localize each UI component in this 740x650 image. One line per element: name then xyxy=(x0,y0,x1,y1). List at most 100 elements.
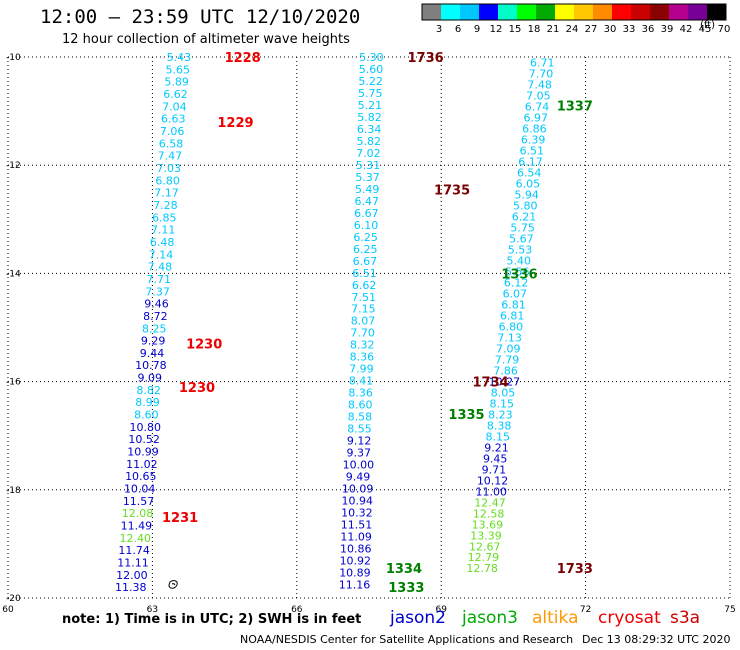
wave-height-value: 6.62 xyxy=(352,279,377,292)
wave-height-value: 8.41 xyxy=(349,375,374,388)
colorbar-swatch xyxy=(555,4,574,20)
wave-height-value: 7.79 xyxy=(495,353,520,366)
wave-height-value: 8.60 xyxy=(348,399,373,412)
pass-time-label: 1230 xyxy=(179,381,215,396)
wave-height-value: 11.09 xyxy=(340,531,372,544)
wave-height-value: 11.74 xyxy=(118,544,150,557)
colorbar-label: 15 xyxy=(509,24,522,35)
colorbar-unit: (ft) xyxy=(700,20,716,31)
wave-height-value: 5.94 xyxy=(514,188,539,201)
colorbar-swatch xyxy=(441,4,460,20)
wave-height-value: 11.38 xyxy=(115,581,147,594)
wave-height-value: 8.07 xyxy=(351,315,376,328)
colorbar-swatch xyxy=(422,4,441,20)
wave-height-value: 6.81 xyxy=(500,309,525,322)
wave-height-value: 10.32 xyxy=(341,507,373,520)
wave-height-value: 5.67 xyxy=(509,232,534,245)
wave-height-value: 9.29 xyxy=(141,335,166,348)
wave-height-value: 6.81 xyxy=(501,298,526,311)
wave-height-value: 5.49 xyxy=(355,183,380,196)
wave-height-value: 10.92 xyxy=(340,554,372,567)
wave-height-value: 7.15 xyxy=(351,303,376,316)
pass-time-label: 1230 xyxy=(186,338,222,353)
colorbar-swatch xyxy=(536,4,555,20)
colorbar-swatch xyxy=(631,4,650,20)
wave-height-value: 11.00 xyxy=(476,485,508,498)
wave-height-value: 6.51 xyxy=(352,267,377,280)
colorbar-swatch xyxy=(460,4,479,20)
x-tick-label: 69 xyxy=(435,605,447,615)
wave-height-value: 8.23 xyxy=(488,408,513,421)
wave-height-value: 7.13 xyxy=(497,331,522,344)
wave-height-value: 5.65 xyxy=(166,63,191,76)
wave-height-value: 6.47 xyxy=(355,195,380,208)
wave-height-value: 5.82 xyxy=(356,135,381,148)
wave-height-value: 7.37 xyxy=(145,285,170,298)
wave-height-value: 7.04 xyxy=(162,100,187,113)
wave-height-value: 8.05 xyxy=(491,386,516,399)
wave-height-value: 7.70 xyxy=(529,67,554,80)
x-tick-label: 72 xyxy=(580,605,591,615)
wave-height-value: 6.25 xyxy=(353,231,378,244)
chart-note: note: 1) Time is in UTC; 2) SWH is in fe… xyxy=(62,612,362,627)
wave-height-value: 6.54 xyxy=(517,166,542,179)
wave-height-value: 12.08 xyxy=(122,507,154,520)
colorbar-swatch xyxy=(517,4,536,20)
y-tick-label: -10 xyxy=(6,53,21,63)
wave-height-value: 5.22 xyxy=(358,75,383,88)
wave-height-value: 11.49 xyxy=(121,520,153,533)
wave-height-value: 7.14 xyxy=(149,248,174,261)
pass-time-label: 1733 xyxy=(557,562,593,577)
wave-height-value: 6.97 xyxy=(523,111,548,124)
wave-height-value: 6.58 xyxy=(159,137,184,150)
land-island-icon xyxy=(168,580,178,589)
grid xyxy=(7,56,731,599)
wave-height-value: 9.45 xyxy=(483,452,508,465)
wave-height-value: 7.06 xyxy=(160,125,185,138)
wave-height-value: 6.05 xyxy=(516,177,541,190)
pass-time-label: 1335 xyxy=(448,408,484,423)
wave-height-value: 7.48 xyxy=(148,261,173,274)
pass-time-label: 1734 xyxy=(472,376,508,391)
wave-height-value: 8.82 xyxy=(136,384,161,397)
wave-height-value: 6.80 xyxy=(155,174,180,187)
colorbar-label: 12 xyxy=(490,24,503,35)
wave-height-value: 6.74 xyxy=(525,100,550,113)
wave-height-value: 11.16 xyxy=(339,578,371,591)
data-marks: 5.435.655.896.627.046.637.066.587.477.03… xyxy=(115,51,555,594)
wave-height-value: 9.49 xyxy=(346,471,371,484)
colorbar-label: 9 xyxy=(474,24,480,35)
y-tick-label: -16 xyxy=(6,378,21,388)
wave-height-value: 8.72 xyxy=(143,310,168,323)
wave-height-value: 6.51 xyxy=(520,144,545,157)
colorbar-label: 24 xyxy=(566,24,579,35)
wave-height-value: 7.47 xyxy=(158,150,183,163)
wave-height-value: 12.40 xyxy=(119,532,151,545)
wave-height-value: 12.00 xyxy=(116,569,148,582)
colorbar-swatch xyxy=(574,4,593,20)
wave-height-value: 7.51 xyxy=(351,291,376,304)
colorbar-label: 39 xyxy=(661,24,674,35)
colorbar: 3 6 9 12 15 18 21 24 27 30 33 36 39 42 45 70 xyxy=(421,3,730,35)
wave-height-value: 11.02 xyxy=(126,458,158,471)
wave-height-value: 8.58 xyxy=(348,411,373,424)
wave-height-value: 5.56 xyxy=(505,265,530,278)
legend-altika: altika xyxy=(532,608,579,628)
colorbar-label: 27 xyxy=(585,24,598,35)
colorbar-label: 33 xyxy=(623,24,636,35)
wave-height-value: 8.36 xyxy=(348,387,373,400)
colorbar-frame xyxy=(421,3,727,21)
wave-height-value: 6.17 xyxy=(518,155,543,168)
wave-height-value: 10.65 xyxy=(125,470,157,483)
wave-height-value: 5.60 xyxy=(359,63,384,76)
wave-height-value: 10.80 xyxy=(130,421,162,434)
colorbar-label: 3 xyxy=(436,24,442,35)
colorbar-swatch xyxy=(688,4,707,20)
wave-height-value: 5.21 xyxy=(358,99,383,112)
wave-height-value: 11.11 xyxy=(117,557,149,570)
wave-height-value: 9.71 xyxy=(482,463,507,476)
y-tick-label: -14 xyxy=(6,269,21,279)
wave-height-value: 5.82 xyxy=(357,111,382,124)
y-tick-label: -18 xyxy=(6,486,21,496)
